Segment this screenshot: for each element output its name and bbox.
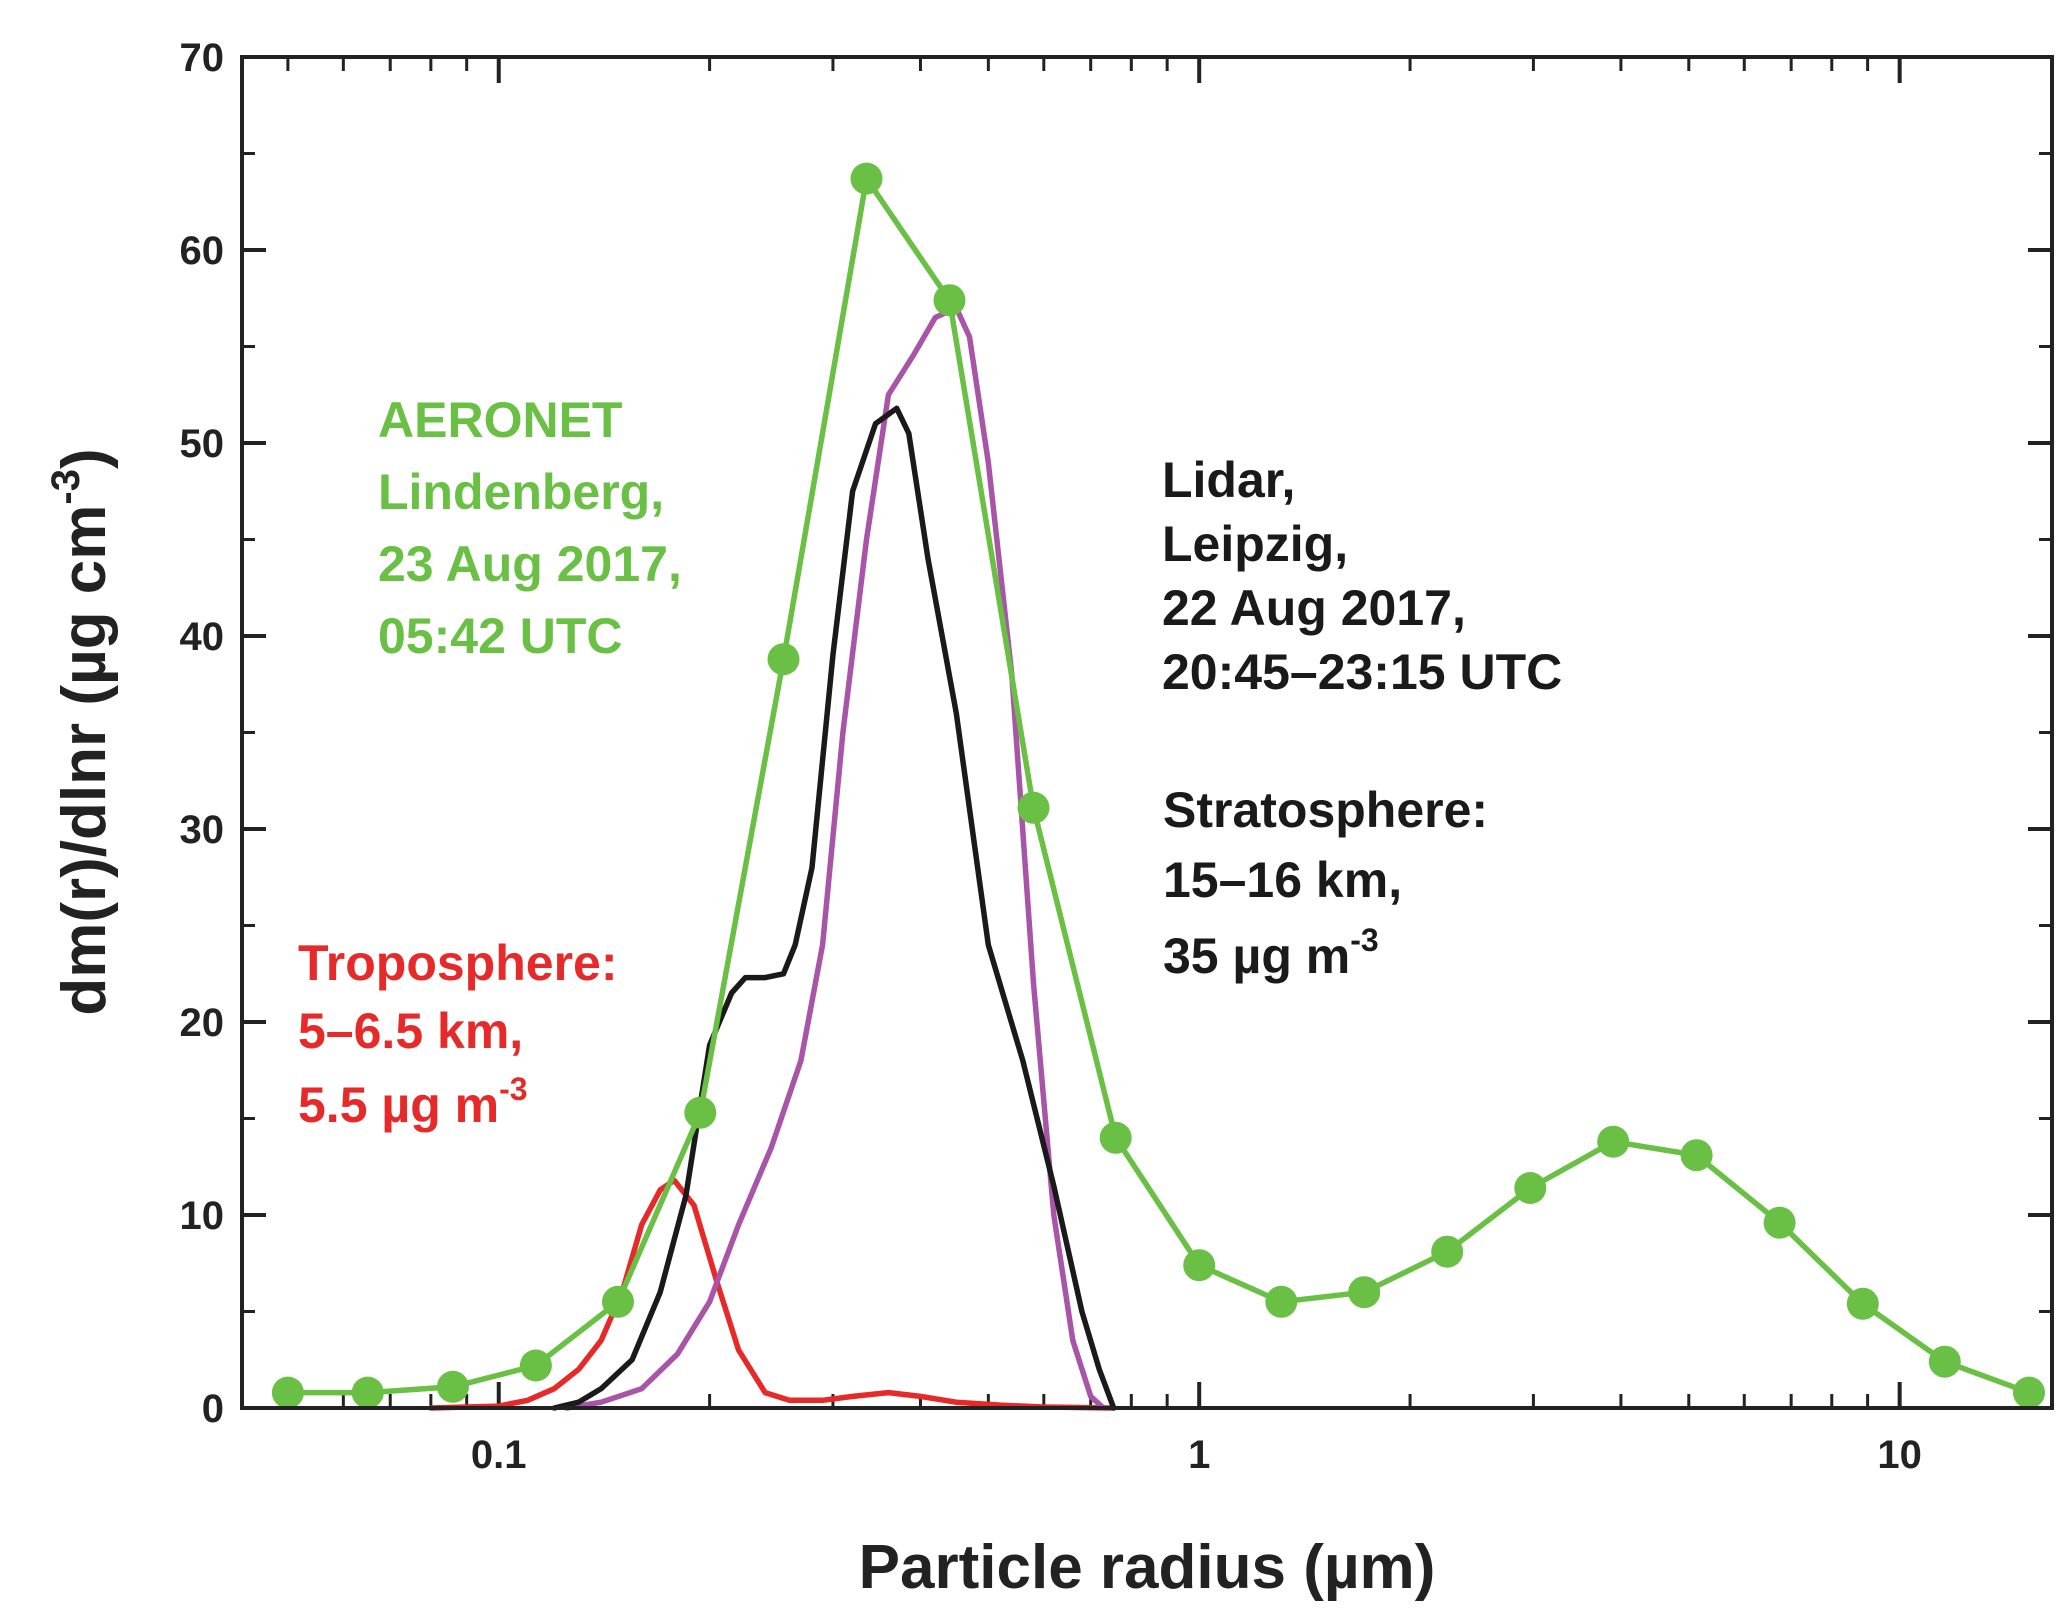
annotation-lidar-line-1: Leipzig, <box>1162 516 1348 572</box>
annotation-troposphere-concentration: 5.5 µg m-3 <box>298 1071 528 1133</box>
data-point-aeronet-11 <box>1183 1249 1216 1282</box>
data-point-aeronet-3 <box>519 1349 552 1382</box>
data-point-aeronet-20 <box>1928 1345 1961 1378</box>
annotations: AERONET Lindenberg, 23 Aug 2017, 05:42 UTC L… <box>298 392 1562 1133</box>
data-point-aeronet-6 <box>767 643 800 676</box>
annotation-troposphere-concentration-value: 5.5 µg m <box>298 1077 499 1133</box>
x-axis-title: Particle radius (µm) <box>859 1533 1436 1602</box>
annotation-troposphere-concentration-unit-exponent: -3 <box>499 1071 527 1107</box>
annotation-stratosphere-concentration: 35 µg m-3 <box>1163 922 1379 984</box>
annotation-aeronet-line-3: 05:42 UTC <box>378 608 623 664</box>
annotation-lidar-line-3: 20:45–23:15 UTC <box>1162 644 1562 700</box>
axes: 0 10 20 30 40 50 60 70 0.1 1 10 Particle radius (µm… <box>44 36 2052 1602</box>
annotation-troposphere-line-1: 5–6.5 km, <box>298 1003 523 1059</box>
y-axis-title-superscript: -3 <box>44 469 88 505</box>
series-stratosphere-magenta <box>563 305 1107 1411</box>
data-point-aeronet-19 <box>1846 1287 1879 1320</box>
y-tick-label: 0 <box>202 1387 224 1431</box>
y-axis-title-main: dm(r)/dlnr (µg cm <box>50 505 119 1016</box>
annotation-aeronet-line-2: 23 Aug 2017, <box>378 536 682 592</box>
y-tick-label: 30 <box>180 808 225 852</box>
annotation-stratosphere-concentration-unit-exponent: -3 <box>1350 922 1378 958</box>
data-point-aeronet-10 <box>1099 1121 1132 1154</box>
plot-frame <box>240 55 2054 1410</box>
y-axis-title: dm(r)/dlnr (µg cm-3) <box>44 448 119 1015</box>
data-point-aeronet-18 <box>1763 1206 1796 1239</box>
annotation-aeronet-line-1: Lindenberg, <box>378 464 664 520</box>
annotation-lidar-line-2: 22 Aug 2017, <box>1162 580 1466 636</box>
data-point-aeronet-17 <box>1680 1139 1713 1172</box>
annotation-aeronet-line-0: AERONET <box>378 392 622 448</box>
y-tick-label: 20 <box>180 1001 225 1045</box>
y-tick-label: 70 <box>180 36 225 80</box>
data-point-aeronet-9 <box>1017 791 1050 824</box>
y-tick-label: 50 <box>180 422 225 466</box>
data-point-aeronet-5 <box>684 1096 717 1129</box>
data-point-aeronet-4 <box>602 1285 634 1318</box>
data-point-aeronet-16 <box>1597 1125 1630 1158</box>
series-line-aeronet <box>285 175 2032 1396</box>
y-tick-label: 10 <box>180 1194 225 1238</box>
data-point-aeronet-1 <box>351 1376 384 1409</box>
data-point-aeronet-2 <box>436 1370 469 1403</box>
data-point-aeronet-15 <box>1514 1172 1547 1204</box>
data-point-aeronet-21 <box>2013 1376 2045 1409</box>
y-tick-label: 40 <box>180 615 225 659</box>
y-tick-label: 60 <box>180 229 225 273</box>
series-aeronet <box>271 162 2045 1409</box>
x-tick-label: 10 <box>1877 1433 1922 1477</box>
data-point-aeronet-14 <box>1431 1235 1464 1268</box>
series-layer <box>271 162 2045 1411</box>
annotation-stratosphere-line-0: Stratosphere: <box>1163 782 1488 838</box>
annotation-lidar-line-0: Lidar, <box>1162 452 1295 508</box>
series-line-stratosphere-magenta <box>563 305 1107 1411</box>
annotation-troposphere-line-0: Troposphere: <box>298 935 617 991</box>
y-axis-title-close: ) <box>50 448 119 469</box>
data-point-aeronet-13 <box>1348 1276 1381 1309</box>
x-tick-label: 0.1 <box>471 1433 527 1477</box>
data-point-aeronet-7 <box>850 162 883 195</box>
data-point-aeronet-12 <box>1265 1285 1298 1318</box>
series-line-stratosphere-black <box>551 405 1117 1411</box>
series-stratosphere-black <box>551 405 1117 1411</box>
data-point-aeronet-8 <box>933 284 966 317</box>
x-tick-label: 1 <box>1188 1433 1210 1477</box>
data-point-aeronet-0 <box>271 1376 304 1409</box>
annotation-stratosphere-concentration-value: 35 µg m <box>1163 928 1350 984</box>
annotation-stratosphere-line-1: 15–16 km, <box>1163 852 1402 908</box>
